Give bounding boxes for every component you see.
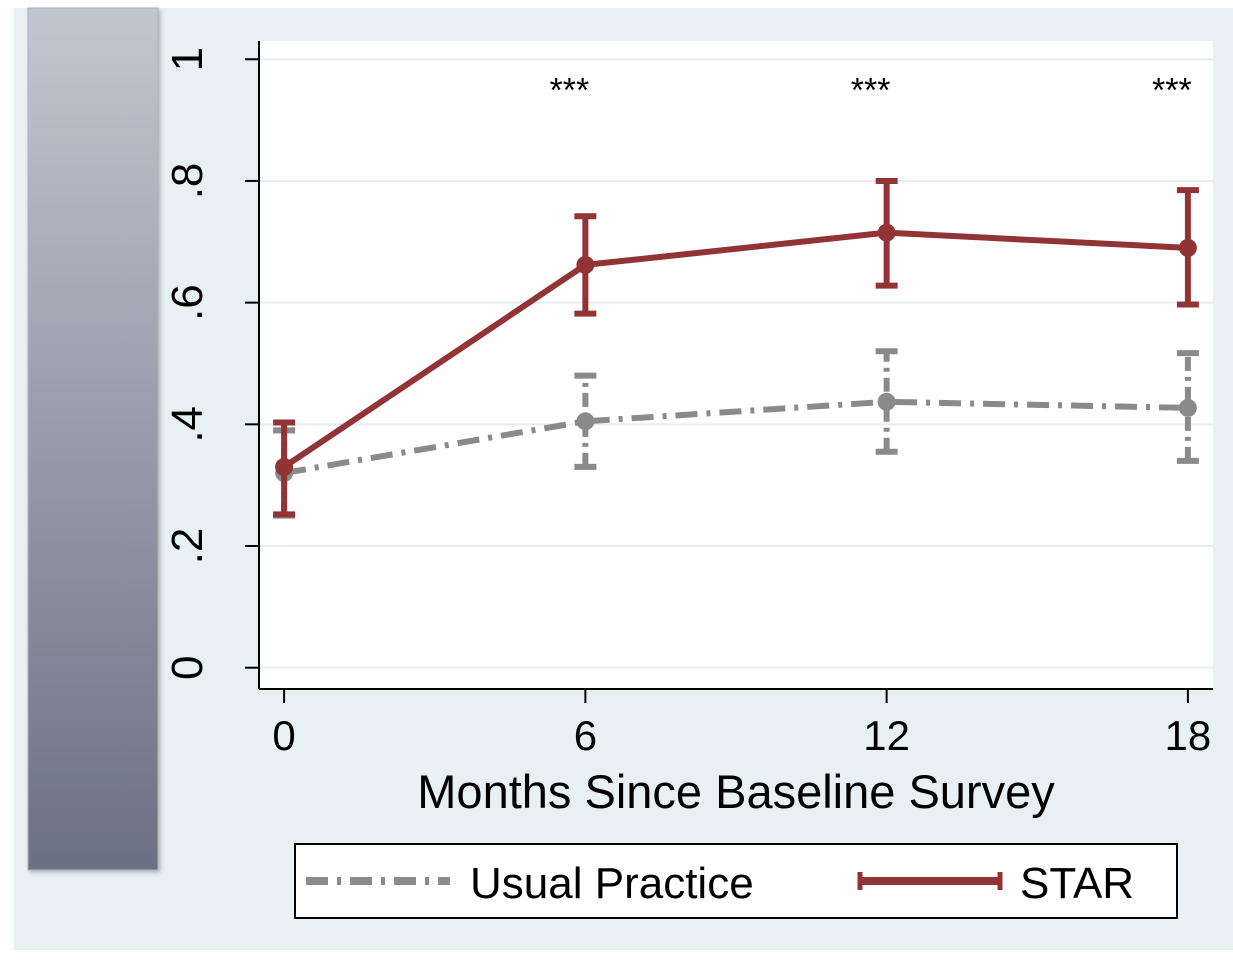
x-tick-label: 18 xyxy=(1165,712,1212,759)
plot-area xyxy=(259,41,1213,689)
data-point xyxy=(576,255,595,274)
legend-item: Usual Practice xyxy=(306,859,754,908)
data-point xyxy=(576,412,595,431)
series xyxy=(273,177,1199,519)
legend: Usual Practice STAR xyxy=(294,843,1178,919)
x-axis-label: Months Since Baseline Survey xyxy=(417,765,1055,818)
axes: 0 .2 .4 .6 .8 1 0 6 12 18 xyxy=(163,41,1213,759)
y-tick-label: 1 xyxy=(163,47,212,71)
data-point xyxy=(1178,398,1197,417)
y-tick-label: .8 xyxy=(163,163,212,200)
significance-annotation: *** xyxy=(851,72,891,110)
left-sidebar-panel xyxy=(27,7,159,871)
legend-label: STAR xyxy=(1020,859,1134,908)
legend-item: STAR xyxy=(857,859,1134,908)
y-tick-label: 0 xyxy=(163,655,212,679)
legend-label: Usual Practice xyxy=(470,859,754,908)
y-tick-label: .6 xyxy=(163,284,212,321)
data-point xyxy=(275,457,294,476)
annotations: *** *** *** xyxy=(550,72,1192,110)
significance-annotation: *** xyxy=(550,72,590,110)
series-2 xyxy=(273,177,1199,518)
x-tick-label: 0 xyxy=(272,712,295,759)
gridlines xyxy=(259,58,1213,669)
data-point xyxy=(1178,238,1197,257)
data-point xyxy=(877,223,896,242)
x-tick-label: 12 xyxy=(863,712,910,759)
series-line xyxy=(282,229,1189,470)
y-tick-label: .4 xyxy=(163,406,212,443)
series-line xyxy=(283,398,1188,476)
significance-annotation: *** xyxy=(1152,72,1192,110)
x-tick-label: 6 xyxy=(574,712,597,759)
data-point xyxy=(877,392,896,411)
y-tick-label: .2 xyxy=(163,528,212,565)
